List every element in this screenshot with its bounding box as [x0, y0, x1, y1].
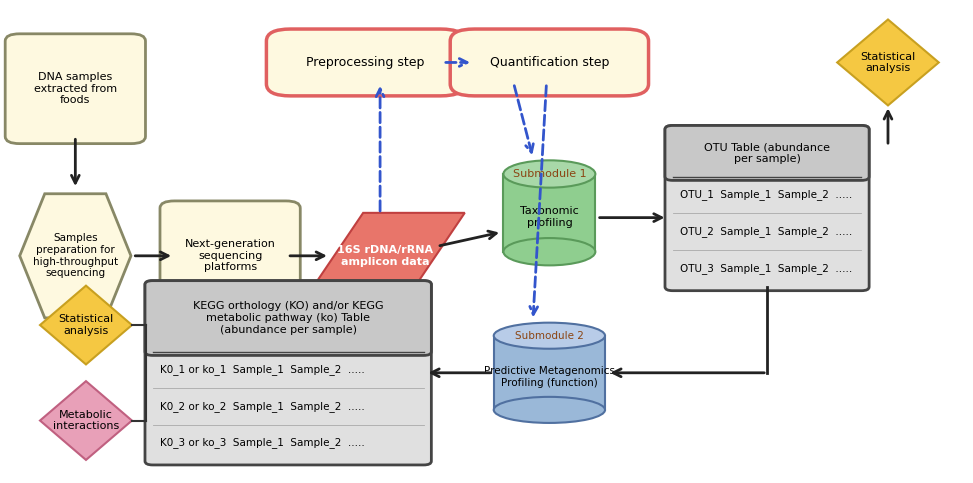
Polygon shape	[19, 194, 131, 318]
FancyBboxPatch shape	[145, 281, 431, 355]
Polygon shape	[40, 381, 132, 460]
Polygon shape	[837, 19, 939, 105]
Bar	[503, 174, 595, 252]
Text: Statistical
analysis: Statistical analysis	[58, 314, 114, 336]
Text: Samples
preparation for
high-throughput
sequencing: Samples preparation for high-throughput …	[33, 233, 118, 278]
Text: Quantification step: Quantification step	[489, 56, 609, 69]
Text: Metabolic
interactions: Metabolic interactions	[53, 410, 119, 431]
Ellipse shape	[503, 160, 595, 187]
Text: KEGG orthology (KO) and/or KEGG
metabolic pathway (ko) Table
(abundance per samp: KEGG orthology (KO) and/or KEGG metaboli…	[193, 301, 383, 335]
Ellipse shape	[503, 238, 595, 265]
Ellipse shape	[493, 397, 605, 423]
Text: Predictive Metagenomics
Profiling (function): Predictive Metagenomics Profiling (funct…	[484, 366, 615, 387]
Text: DNA samples
extracted from
foods: DNA samples extracted from foods	[34, 72, 117, 105]
FancyBboxPatch shape	[160, 201, 301, 311]
Bar	[493, 336, 605, 410]
Text: Taxonomic
profiling: Taxonomic profiling	[520, 206, 579, 228]
Text: K0_3 or ko_3  Sample_1  Sample_2  .....: K0_3 or ko_3 Sample_1 Sample_2 .....	[161, 438, 365, 448]
Text: Next-generation
sequencing
platforms: Next-generation sequencing platforms	[185, 239, 275, 272]
Text: K0_2 or ko_2  Sample_1  Sample_2  .....: K0_2 or ko_2 Sample_1 Sample_2 .....	[161, 401, 365, 412]
Polygon shape	[40, 285, 132, 365]
Text: OTU_3  Sample_1  Sample_2  .....: OTU_3 Sample_1 Sample_2 .....	[680, 263, 852, 274]
FancyBboxPatch shape	[450, 29, 649, 96]
FancyBboxPatch shape	[665, 126, 869, 180]
Text: Statistical
analysis: Statistical analysis	[860, 52, 916, 73]
Text: 16S rDNA/rRNA
amplicon data: 16S rDNA/rRNA amplicon data	[337, 245, 433, 267]
FancyBboxPatch shape	[665, 126, 869, 291]
FancyBboxPatch shape	[145, 281, 431, 465]
FancyBboxPatch shape	[267, 29, 465, 96]
Ellipse shape	[493, 323, 605, 349]
FancyBboxPatch shape	[5, 34, 146, 143]
Text: OTU_1  Sample_1  Sample_2  .....: OTU_1 Sample_1 Sample_2 .....	[680, 189, 852, 200]
Text: Submodule 2: Submodule 2	[515, 331, 584, 341]
Text: Submodule 1: Submodule 1	[513, 169, 586, 179]
Polygon shape	[306, 213, 465, 299]
Text: K0_1 or ko_1  Sample_1  Sample_2  .....: K0_1 or ko_1 Sample_1 Sample_2 .....	[161, 364, 365, 375]
Text: OTU_2  Sample_1  Sample_2  .....: OTU_2 Sample_1 Sample_2 .....	[680, 226, 852, 237]
Text: OTU Table (abundance
per sample): OTU Table (abundance per sample)	[704, 142, 830, 164]
Text: Preprocessing step: Preprocessing step	[306, 56, 425, 69]
